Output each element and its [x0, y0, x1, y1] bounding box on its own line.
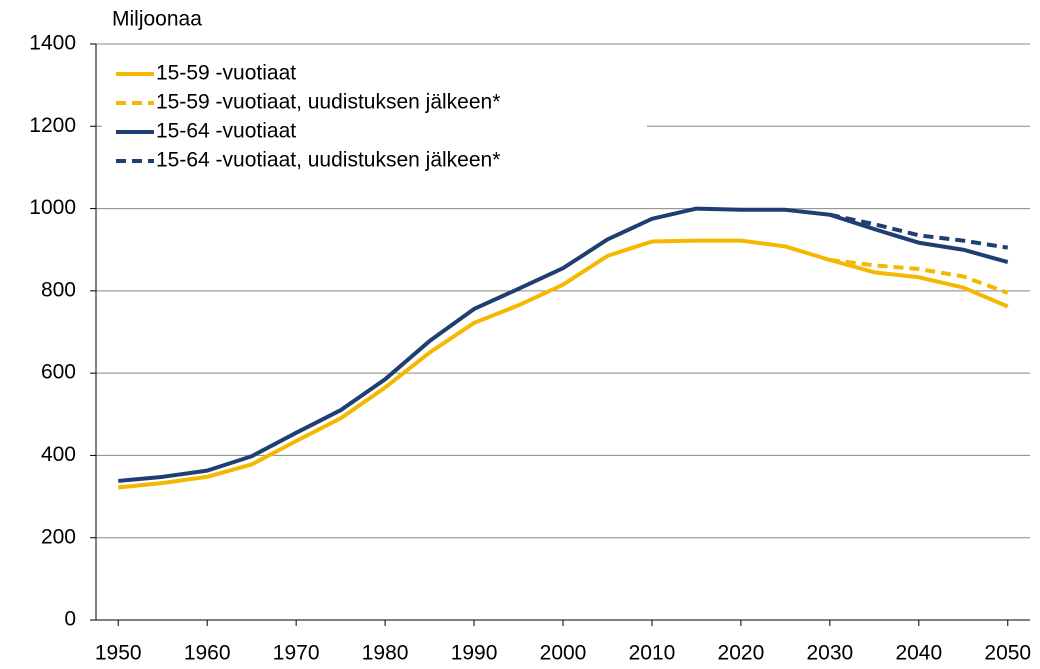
x-tick-label: 1950 — [95, 642, 142, 665]
x-tick-label: 1960 — [184, 642, 231, 665]
x-tick-label: 2040 — [895, 642, 942, 665]
y-tick-label: 400 — [41, 443, 76, 466]
legend-label: 15-59 -vuotiaat, uudistuksen jälkeen* — [156, 91, 500, 114]
y-tick-label: 1200 — [29, 114, 76, 137]
series-line — [829, 258, 1009, 295]
x-tick-label: 1990 — [451, 642, 498, 665]
x-tick-label: 2030 — [806, 642, 853, 665]
series-line — [829, 212, 1009, 250]
x-tick-label: 2010 — [629, 642, 676, 665]
x-tick-label: 2020 — [718, 642, 765, 665]
y-tick-label: 800 — [41, 278, 76, 301]
y-axis-label: Miljoonaa — [112, 8, 202, 31]
y-tick-label: 200 — [41, 525, 76, 548]
x-tick-label: 1980 — [362, 642, 409, 665]
legend-box — [102, 52, 647, 192]
series-line — [118, 238, 1009, 490]
series-line — [118, 206, 1009, 483]
x-tick-label: 2050 — [984, 642, 1031, 665]
y-tick-label: 1400 — [29, 32, 76, 55]
x-tick-label: 1970 — [273, 642, 320, 665]
x-tick-label: 2000 — [540, 642, 587, 665]
legend-label: 15-64 -vuotiaat, uudistuksen jälkeen* — [156, 149, 500, 172]
y-tick-label: 0 — [64, 608, 76, 631]
legend-label: 15-64 -vuotiaat — [156, 120, 296, 143]
legend-label: 15-59 -vuotiaat — [156, 62, 296, 85]
y-tick-label: 600 — [41, 361, 76, 384]
y-tick-label: 1000 — [29, 196, 76, 219]
